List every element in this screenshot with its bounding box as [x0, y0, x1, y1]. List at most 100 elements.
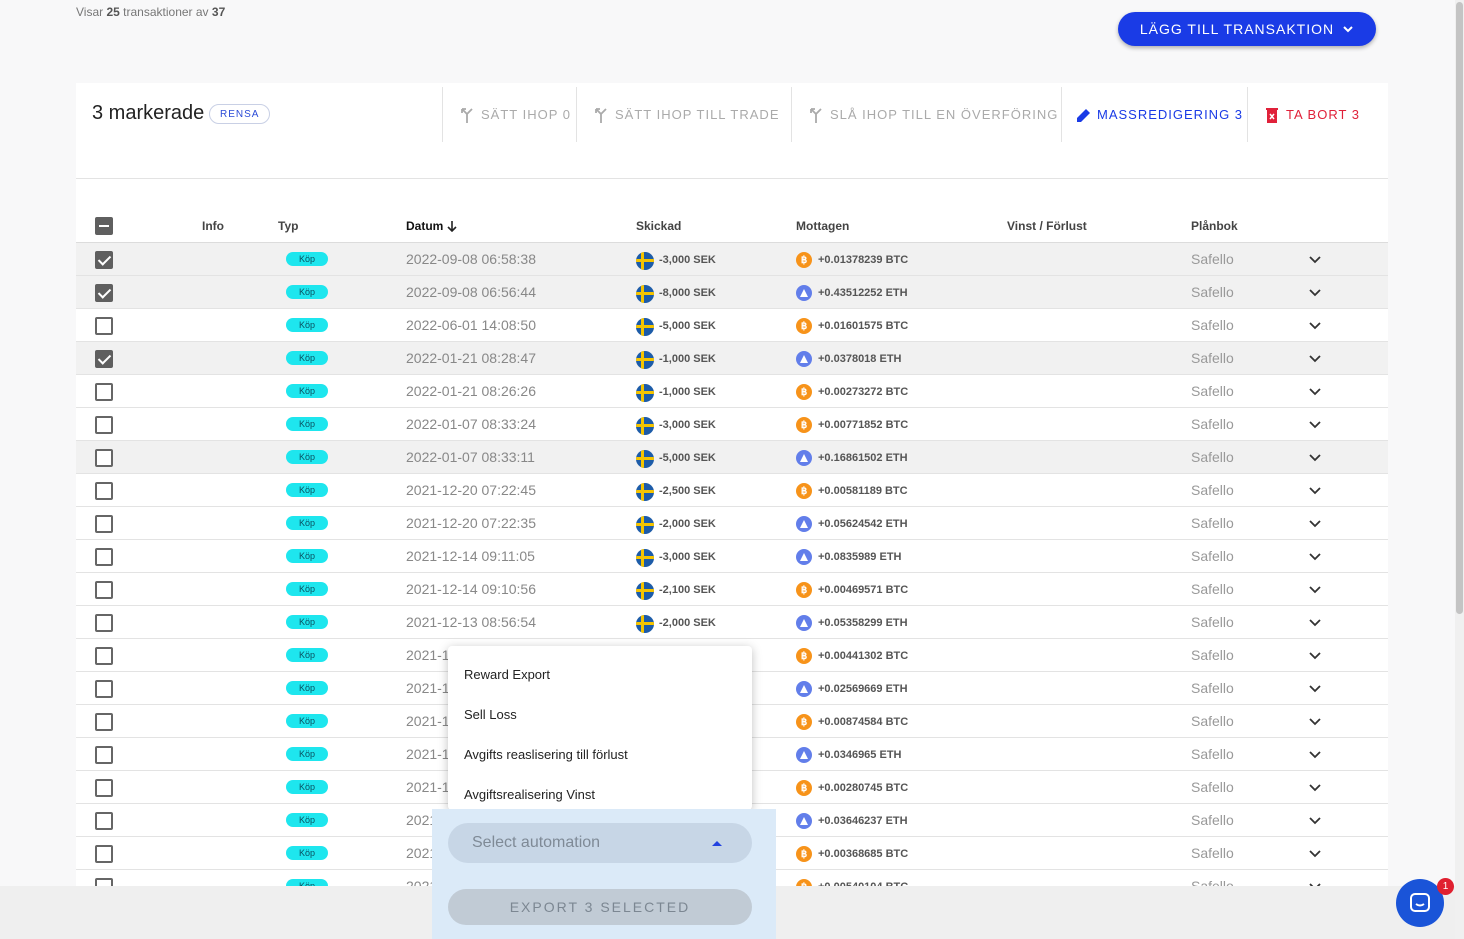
wallet-name: Safello	[1191, 812, 1234, 828]
row-checkbox[interactable]	[95, 812, 113, 830]
ethereum-icon	[796, 351, 812, 367]
chevron-down-icon[interactable]	[1308, 648, 1322, 662]
bulk-edit-button[interactable]: MASSREDIGERING 3	[1061, 87, 1247, 142]
table-row[interactable]: Köp 2022-09-08 06:58:38 -3,000 SEK ฿ +0.…	[76, 243, 1388, 276]
chevron-down-icon[interactable]	[1308, 681, 1322, 695]
sent-amount: -3,000 SEK	[659, 254, 716, 266]
chevron-down-icon[interactable]	[1308, 615, 1322, 629]
menu-item-fee-loss[interactable]: Avgifts reaslisering till förlust	[464, 747, 628, 762]
type-badge: Köp	[286, 549, 328, 563]
wallet-name: Safello	[1191, 350, 1234, 366]
column-pnl[interactable]: Vinst / Förlust	[1007, 219, 1087, 233]
ethereum-icon	[796, 681, 812, 697]
type-badge: Köp	[286, 351, 328, 365]
chevron-down-icon[interactable]	[1308, 450, 1322, 464]
chat-launcher-button[interactable]	[1396, 879, 1444, 927]
table-row[interactable]: Köp 2021-12-20 07:22:35 -2,000 SEK +0.05…	[76, 507, 1388, 540]
column-sent[interactable]: Skickad	[636, 219, 682, 233]
table-row[interactable]: Köp 2021-12-14 09:10:56 -2,100 SEK ฿ +0.…	[76, 573, 1388, 606]
table-row[interactable]: Köp 2021-12-20 07:22:45 -2,500 SEK ฿ +0.…	[76, 474, 1388, 507]
row-checkbox[interactable]	[95, 713, 113, 731]
table-row[interactable]: Köp 2021-12-14 09:11:05 -3,000 SEK +0.08…	[76, 540, 1388, 573]
row-checkbox[interactable]	[95, 449, 113, 467]
transaction-date: 2022-01-07 08:33:11	[406, 449, 535, 465]
type-badge: Köp	[286, 450, 328, 464]
chevron-down-icon[interactable]	[1308, 252, 1322, 266]
automation-select[interactable]: Select automation	[448, 823, 752, 863]
table-row[interactable]: Köp 2022-01-21 08:28:47 -1,000 SEK +0.03…	[76, 342, 1388, 375]
chevron-down-icon[interactable]	[1308, 747, 1322, 761]
table-row[interactable]: Köp 2021-12-13 08:56:54 -2,000 SEK +0.05…	[76, 606, 1388, 639]
column-date[interactable]: Datum	[406, 219, 458, 233]
wallet-name: Safello	[1191, 284, 1234, 300]
sweden-flag-icon	[636, 384, 654, 402]
scrollbar-thumb[interactable]	[1456, 2, 1463, 614]
row-checkbox[interactable]	[95, 614, 113, 632]
table-row[interactable]: Köp 2022-01-07 08:33:11 -5,000 SEK +0.16…	[76, 441, 1388, 474]
type-badge: Köp	[286, 714, 328, 728]
merge-transfer-label: SLÅ IHOP TILL EN ÖVERFÖRING	[830, 107, 1059, 122]
chevron-down-icon[interactable]	[1308, 582, 1322, 596]
received-amount: +0.02569669 ETH	[818, 683, 908, 695]
table-row[interactable]: Köp 2022-06-01 14:08:50 -5,000 SEK ฿ +0.…	[76, 309, 1388, 342]
row-checkbox[interactable]	[95, 515, 113, 533]
row-checkbox[interactable]	[95, 779, 113, 797]
received-amount: +0.0378018 ETH	[818, 353, 902, 365]
automation-panel: Select automation EXPORT 3 SELECTED	[432, 809, 776, 939]
chevron-down-icon[interactable]	[1308, 318, 1322, 332]
row-checkbox[interactable]	[95, 251, 113, 269]
add-transaction-button[interactable]: LÄGG TILL TRANSAKTION	[1118, 12, 1376, 46]
row-checkbox[interactable]	[95, 350, 113, 368]
row-checkbox[interactable]	[95, 416, 113, 434]
row-checkbox[interactable]	[95, 581, 113, 599]
sweden-flag-icon	[636, 285, 654, 303]
menu-item-sell-loss[interactable]: Sell Loss	[464, 707, 517, 722]
row-checkbox[interactable]	[95, 647, 113, 665]
row-checkbox[interactable]	[95, 680, 113, 698]
merge-button[interactable]: SÄTT IHOP 0	[442, 87, 577, 142]
clear-selection-button[interactable]: RENSA	[209, 104, 271, 124]
row-checkbox[interactable]	[95, 746, 113, 764]
row-checkbox[interactable]	[95, 548, 113, 566]
transaction-date: 2021-12-14 09:11:05	[406, 548, 535, 564]
row-checkbox[interactable]	[95, 317, 113, 335]
received-amount: +0.00280745 BTC	[818, 782, 909, 794]
received-amount: +0.01601575 BTC	[818, 320, 909, 332]
table-row[interactable]: Köp 2022-01-07 08:33:24 -3,000 SEK ฿ +0.…	[76, 408, 1388, 441]
sweden-flag-icon	[636, 549, 654, 567]
chevron-down-icon[interactable]	[1308, 780, 1322, 794]
chevron-down-icon[interactable]	[1308, 549, 1322, 563]
table-row[interactable]: Köp 2022-09-08 06:56:44 -8,000 SEK +0.43…	[76, 276, 1388, 309]
row-checkbox[interactable]	[95, 845, 113, 863]
column-received[interactable]: Mottagen	[796, 219, 850, 233]
table-row[interactable]: Köp 2022-01-21 08:26:26 -1,000 SEK ฿ +0.…	[76, 375, 1388, 408]
merge-transfer-button[interactable]: SLÅ IHOP TILL EN ÖVERFÖRING	[791, 87, 1061, 142]
column-wallet[interactable]: Plånbok	[1191, 219, 1238, 233]
chevron-down-icon[interactable]	[1308, 516, 1322, 530]
export-selected-button[interactable]: EXPORT 3 SELECTED	[448, 889, 752, 925]
row-checkbox[interactable]	[95, 482, 113, 500]
chevron-down-icon[interactable]	[1308, 714, 1322, 728]
menu-item-reward-export[interactable]: Reward Export	[464, 667, 550, 682]
chevron-down-icon[interactable]	[1308, 846, 1322, 860]
sweden-flag-icon	[636, 483, 654, 501]
sweden-flag-icon	[636, 417, 654, 435]
chevron-down-icon[interactable]	[1308, 483, 1322, 497]
column-info[interactable]: Info	[202, 219, 224, 233]
menu-item-fee-gain[interactable]: Avgiftsrealisering Vinst	[464, 787, 596, 802]
table-header: Info Typ Datum Skickad Mottagen Vinst / …	[76, 209, 1388, 243]
row-checkbox[interactable]	[95, 284, 113, 302]
ethereum-icon	[796, 813, 812, 829]
chevron-down-icon[interactable]	[1308, 813, 1322, 827]
row-checkbox[interactable]	[95, 383, 113, 401]
chevron-down-icon[interactable]	[1308, 285, 1322, 299]
chevron-down-icon[interactable]	[1308, 351, 1322, 365]
type-badge: Köp	[286, 417, 328, 431]
select-all-checkbox[interactable]	[95, 217, 113, 235]
received-amount: +0.01378239 BTC	[818, 254, 909, 266]
column-type[interactable]: Typ	[278, 219, 299, 233]
merge-trade-button[interactable]: SÄTT IHOP TILL TRADE	[576, 87, 792, 142]
delete-button[interactable]: TA BORT 3	[1247, 87, 1377, 142]
chevron-down-icon[interactable]	[1308, 384, 1322, 398]
chevron-down-icon[interactable]	[1308, 417, 1322, 431]
